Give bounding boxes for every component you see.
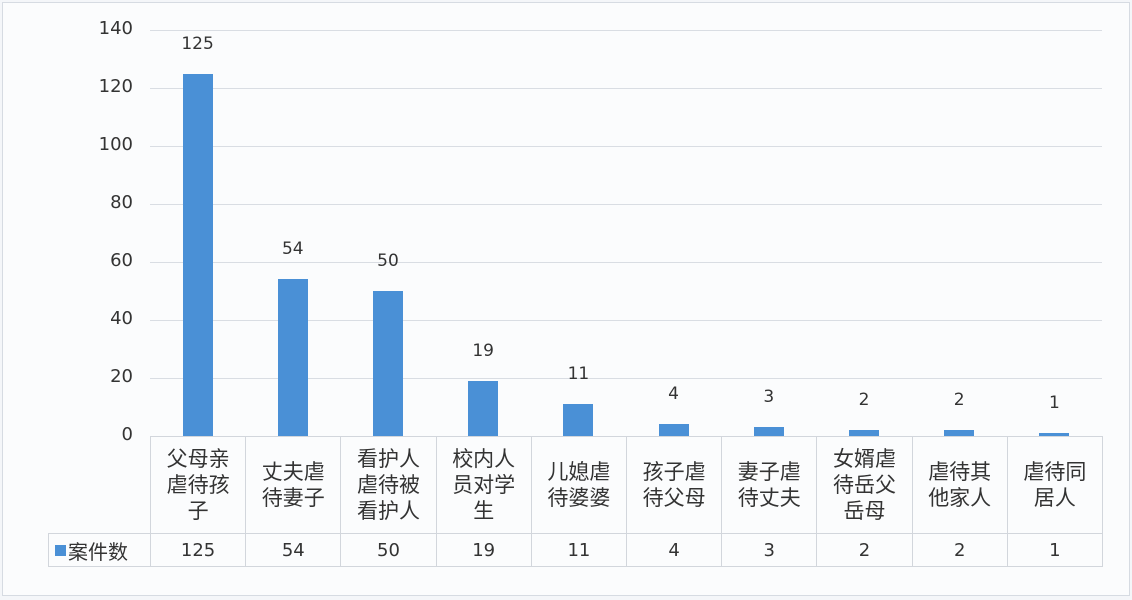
category-cell: 虐待其 他家人 bbox=[911, 436, 1008, 534]
gridline bbox=[150, 204, 1102, 205]
y-tick-label: 0 bbox=[121, 424, 133, 445]
data-label: 3 bbox=[763, 387, 775, 408]
gridline bbox=[150, 262, 1102, 263]
category-cell: 女婿虐 待岳父 岳母 bbox=[816, 436, 913, 534]
gridline bbox=[150, 378, 1102, 379]
data-label: 19 bbox=[472, 340, 494, 361]
category-cell: 校内人 员对学生 bbox=[435, 436, 532, 534]
bar[interactable] bbox=[944, 430, 975, 436]
category-label: 虐待其 他家人 bbox=[928, 460, 992, 510]
bar[interactable] bbox=[563, 404, 594, 436]
y-tick-label: 20 bbox=[110, 366, 133, 387]
data-label: 4 bbox=[668, 384, 679, 405]
bar[interactable] bbox=[182, 73, 213, 436]
category-cell: 儿媳虐 待婆婆 bbox=[530, 436, 627, 534]
gridline bbox=[150, 320, 1102, 321]
value-cell: 3 bbox=[721, 533, 818, 567]
y-tick-label: 40 bbox=[110, 308, 133, 329]
bar[interactable] bbox=[468, 380, 499, 436]
value-cell: 125 bbox=[150, 533, 247, 567]
y-tick-label: 100 bbox=[98, 134, 133, 155]
category-cell: 看护人 虐待被 看护人 bbox=[340, 436, 437, 534]
gridline bbox=[150, 146, 1102, 147]
value-cell: 4 bbox=[626, 533, 723, 567]
data-label: 50 bbox=[377, 251, 399, 271]
category-cell: 妻子虐 待丈夫 bbox=[721, 436, 818, 534]
data-label: 2 bbox=[953, 390, 965, 411]
gridline bbox=[150, 30, 1102, 31]
value-cell: 11 bbox=[530, 533, 627, 567]
data-label: 11 bbox=[567, 364, 590, 385]
category-label: 丈夫虐 待妻子 bbox=[261, 460, 325, 510]
value-cell: 1 bbox=[1006, 533, 1103, 567]
category-cell: 父母亲 虐待孩子 bbox=[150, 436, 247, 534]
bar[interactable] bbox=[849, 430, 879, 436]
legend-label: 案件数 bbox=[68, 539, 128, 564]
y-tick-label: 80 bbox=[110, 192, 133, 213]
category-label: 女婿虐 待岳父 岳母 bbox=[832, 447, 896, 523]
y-tick-label: 120 bbox=[98, 76, 133, 97]
bar[interactable] bbox=[373, 291, 403, 436]
y-tick-label: 60 bbox=[110, 250, 133, 271]
data-label: 54 bbox=[281, 239, 304, 260]
value-cell: 19 bbox=[435, 533, 532, 567]
category-label: 父母亲 虐待孩子 bbox=[166, 447, 230, 523]
category-label: 校内人 员对学生 bbox=[452, 447, 516, 523]
gridline bbox=[150, 88, 1102, 89]
category-label: 看护人 虐待被 看护人 bbox=[356, 447, 420, 523]
data-label: 125 bbox=[181, 33, 214, 54]
legend-swatch-icon bbox=[55, 544, 66, 556]
category-label: 孩子虐 待父母 bbox=[642, 460, 706, 510]
category-cell: 丈夫虐 待妻子 bbox=[245, 436, 342, 534]
data-label: 2 bbox=[858, 390, 870, 411]
data-label: 1 bbox=[1048, 393, 1060, 414]
bar[interactable] bbox=[658, 424, 689, 436]
category-cell: 虐待同 居人 bbox=[1006, 436, 1103, 534]
category-label: 妻子虐 待丈夫 bbox=[737, 460, 801, 510]
legend-cell: 案件数 bbox=[48, 533, 151, 567]
category-cell: 孩子虐 待父母 bbox=[626, 436, 723, 534]
category-label: 儿媳虐 待婆婆 bbox=[547, 460, 611, 510]
value-cell: 54 bbox=[245, 533, 342, 567]
bar[interactable] bbox=[1039, 433, 1070, 436]
y-tick-label: 140 bbox=[98, 18, 133, 39]
value-cell: 50 bbox=[340, 533, 437, 567]
category-label: 虐待同 居人 bbox=[1023, 460, 1087, 510]
value-cell: 2 bbox=[911, 533, 1008, 567]
bar[interactable] bbox=[277, 279, 308, 436]
value-cell: 2 bbox=[816, 533, 913, 567]
bar[interactable] bbox=[753, 427, 784, 436]
